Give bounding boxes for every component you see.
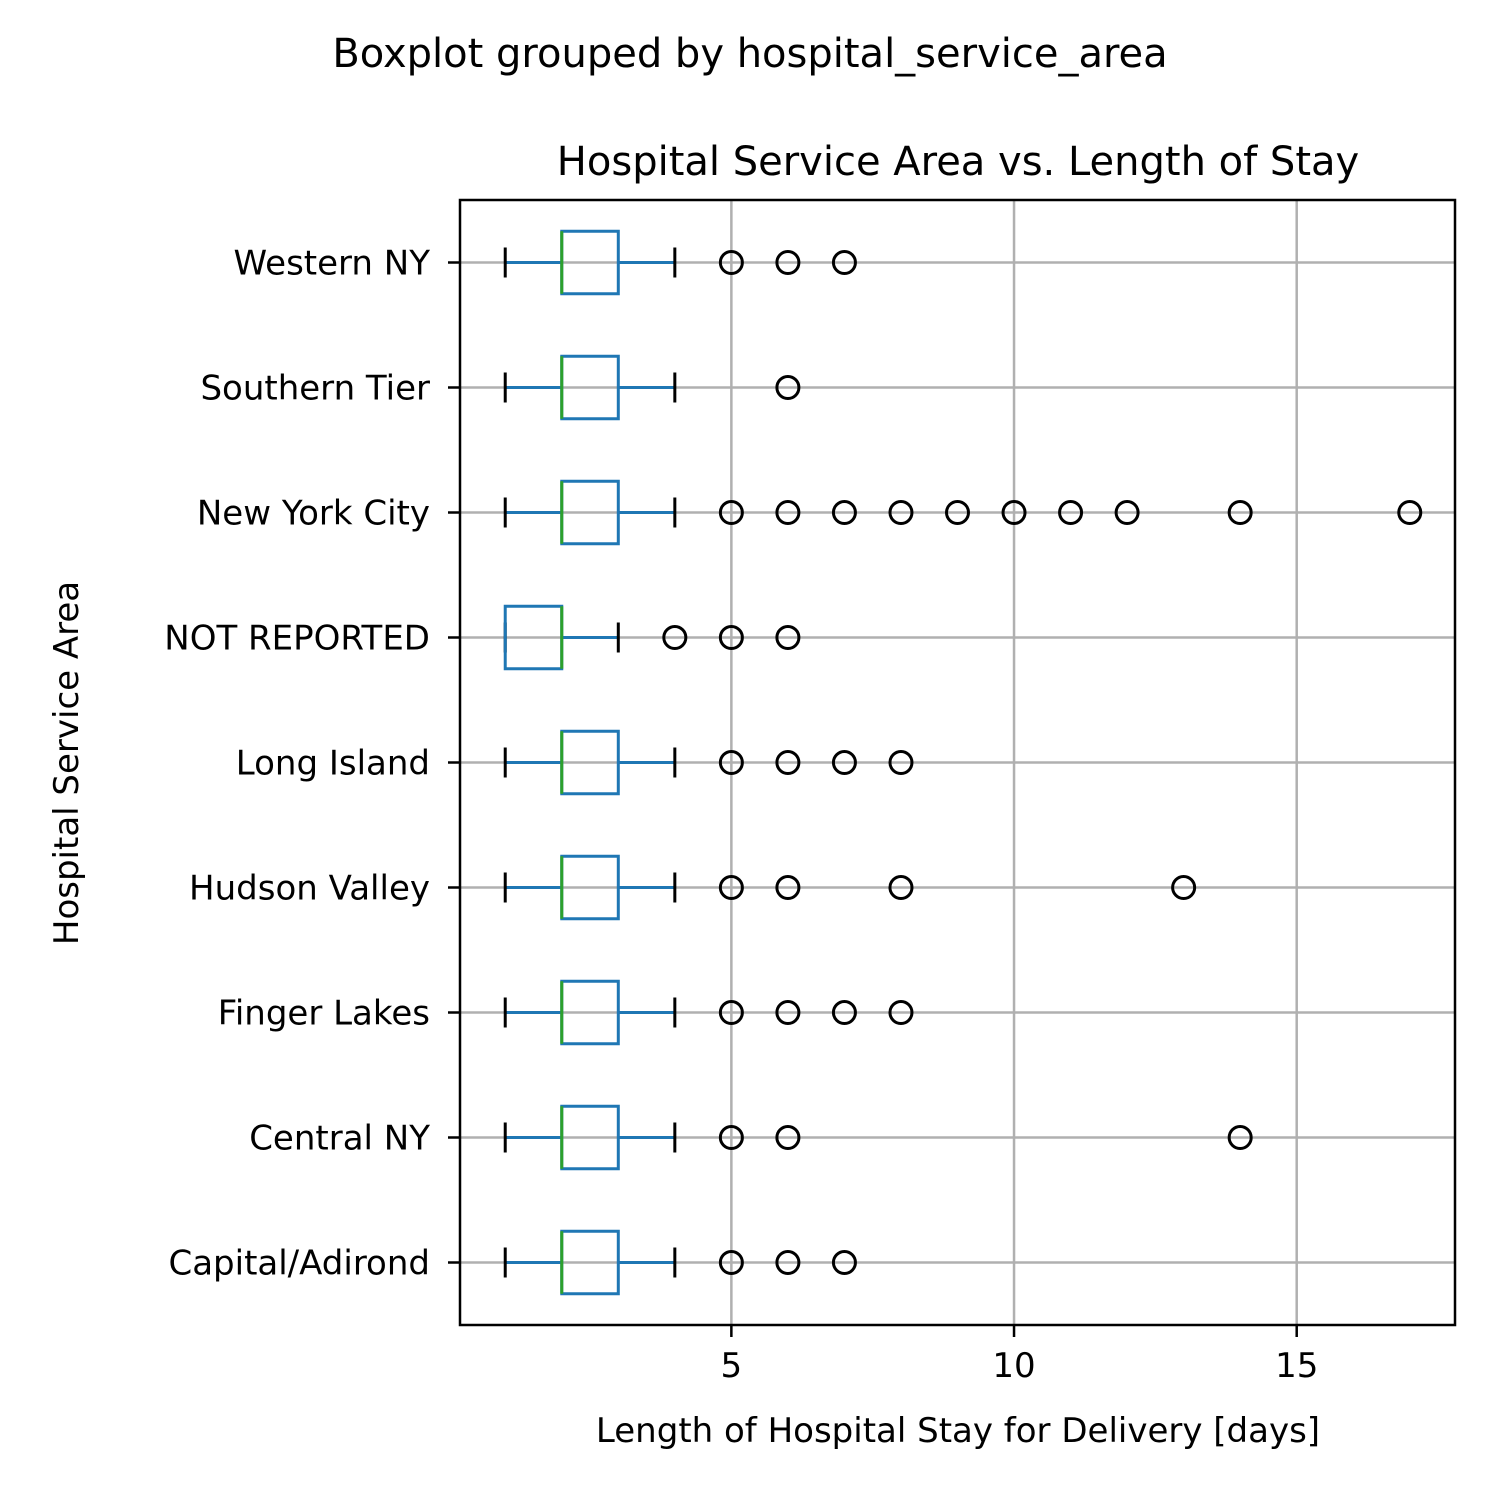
- flier-finger-lakes-2: [831, 1000, 857, 1025]
- x-tick-label-10: 10: [992, 1346, 1035, 1386]
- flier-new-york-city-2: [831, 500, 857, 525]
- y-tick-label-finger-lakes: Finger Lakes: [218, 994, 430, 1034]
- flier-new-york-city-5: [1001, 500, 1027, 525]
- chart-title: Hospital Service Area vs. Length of Stay: [557, 139, 1359, 185]
- flier-new-york-city-0: [718, 500, 744, 525]
- flier-new-york-city-1: [775, 500, 801, 525]
- axis-ticks: 5 10 15 Capital/Adirond Central NY Finger Lak…: [164, 244, 1318, 1387]
- y-tick-label-long-island: Long Island: [236, 744, 430, 784]
- flier-long-island-0: [718, 750, 744, 775]
- x-axis-label: Length of Hospital Stay for Delivery [da…: [596, 1411, 1320, 1451]
- grid-lines: [460, 200, 1455, 1325]
- y-tick-label-southern-tier: Southern Tier: [200, 369, 430, 409]
- chart-suptitle: Boxplot grouped by hospital_service_area: [332, 31, 1167, 77]
- y-axis-label: Hospital Service Area: [47, 581, 87, 945]
- flier-new-york-city-4: [945, 500, 970, 525]
- flier-new-york-city-9: [1397, 500, 1423, 525]
- flier-new-york-city-8: [1227, 500, 1253, 525]
- flier-western-ny-0: [718, 250, 744, 275]
- flier-new-york-city-3: [888, 500, 914, 525]
- x-tick-label-15: 15: [1275, 1346, 1318, 1386]
- flier-capital-adirond-1: [775, 1250, 801, 1275]
- flier-layer: [662, 250, 1423, 1275]
- y-tick-label-new-york-city: New York City: [197, 494, 430, 534]
- flier-long-island-3: [888, 750, 914, 775]
- x-tick-label-5: 5: [721, 1346, 743, 1386]
- flier-not-reported-0: [662, 625, 688, 650]
- y-tick-label-western-ny: Western NY: [234, 244, 431, 284]
- flier-central-ny-0: [718, 1125, 744, 1150]
- flier-new-york-city-7: [1114, 500, 1140, 525]
- flier-western-ny-1: [775, 250, 801, 275]
- flier-hudson-valley-0: [718, 875, 744, 900]
- flier-hudson-valley-1: [775, 875, 801, 900]
- flier-long-island-2: [831, 750, 857, 775]
- y-tick-label-central-ny: Central NY: [249, 1119, 430, 1159]
- flier-capital-adirond-2: [831, 1250, 857, 1275]
- y-tick-label-hudson-valley: Hudson Valley: [189, 869, 430, 909]
- y-tick-label-capital-adirond: Capital/Adirond: [168, 1244, 430, 1284]
- flier-southern-tier-0: [775, 375, 801, 400]
- flier-not-reported-1: [718, 625, 744, 650]
- flier-new-york-city-6: [1058, 500, 1084, 525]
- flier-hudson-valley-2: [888, 875, 914, 900]
- plot-frame: [458, 198, 1457, 1327]
- flier-hudson-valley-3: [1171, 875, 1197, 900]
- y-tick-label-not-reported: NOT REPORTED: [164, 619, 430, 659]
- flier-finger-lakes-3: [888, 1000, 914, 1025]
- flier-capital-adirond-0: [718, 1250, 744, 1275]
- flier-finger-lakes-1: [775, 1000, 801, 1025]
- box-layer: [503, 229, 677, 1296]
- flier-not-reported-2: [775, 625, 801, 650]
- flier-central-ny-1: [775, 1125, 801, 1150]
- flier-central-ny-2: [1227, 1125, 1253, 1150]
- flier-finger-lakes-0: [718, 1000, 744, 1025]
- flier-western-ny-2: [831, 250, 857, 275]
- flier-long-island-1: [775, 750, 801, 775]
